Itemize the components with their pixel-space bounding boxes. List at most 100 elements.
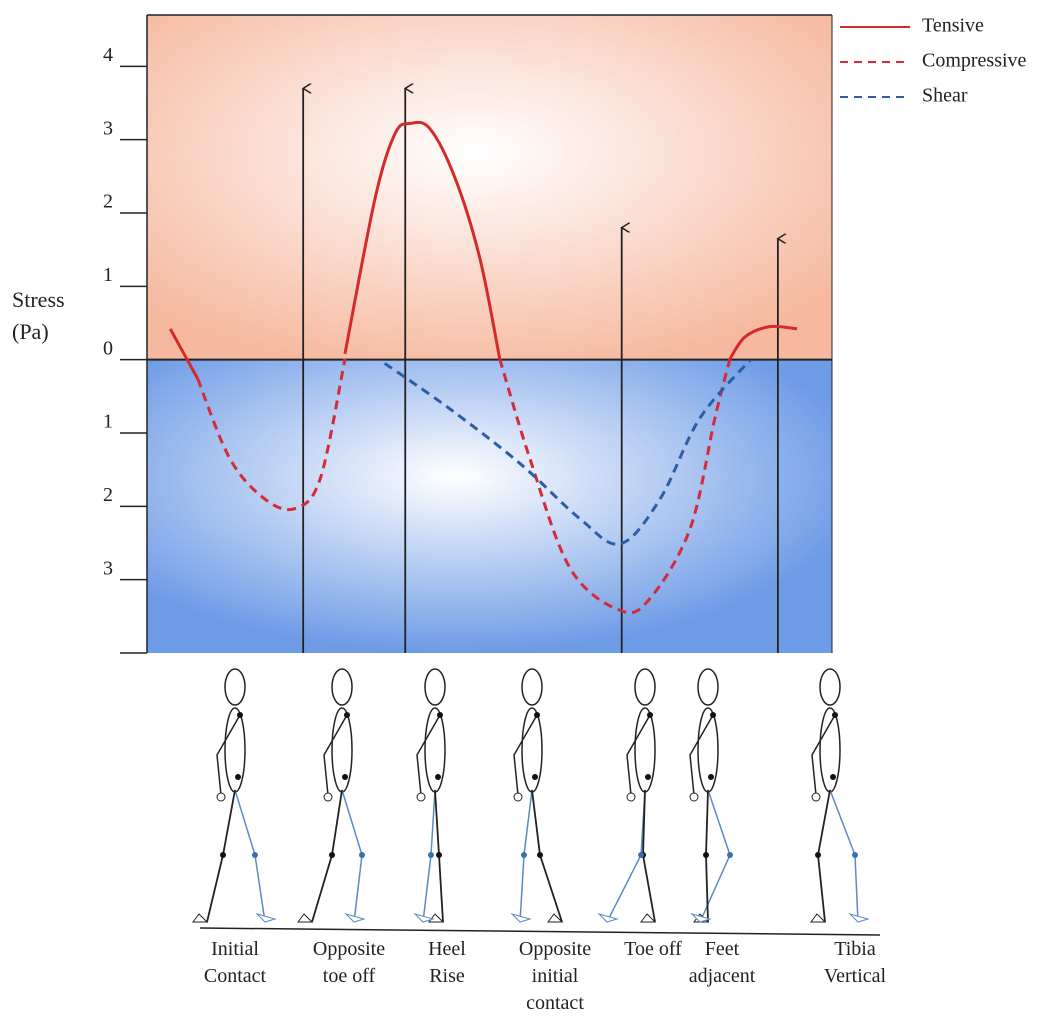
y-tick-label: 0 [103,337,113,359]
hand [626,792,636,802]
foot [690,913,712,923]
joint [237,712,243,718]
foot [297,913,314,923]
phase-label: Heel Rise [428,938,466,987]
back-leg [341,789,363,923]
joint [645,774,651,780]
arm [626,714,651,796]
arm [416,714,441,796]
joint [852,852,858,858]
arm [689,714,714,796]
hand [513,792,523,802]
foot [640,913,657,923]
foot [547,913,564,923]
joint [638,852,644,858]
joint [830,774,836,780]
head [224,668,246,706]
joint [235,774,241,780]
hand [689,792,699,802]
phase-label: Opposite toe off [312,938,386,987]
y-tick-label: 3 [103,117,113,139]
compressive-region [147,359,832,653]
foot [510,913,532,923]
torso [634,707,656,793]
joint [532,774,538,780]
y-tick-label: 3 [103,557,113,579]
joint [521,852,527,858]
legend-label: Compressive [922,50,1027,72]
torso [819,707,841,793]
joint [220,852,226,858]
ground [199,927,881,936]
foot [255,913,277,923]
y-tick-label: 2 [103,484,113,506]
foot [597,913,619,923]
front-leg [531,789,563,923]
joint [436,852,442,858]
joint [727,852,733,858]
joint [534,712,540,718]
hand [811,792,821,802]
joint [647,712,653,718]
joint [710,712,716,718]
foot [413,913,435,923]
torso [331,707,353,793]
joint [342,774,348,780]
legend-label: Tensive [922,15,984,37]
joint [537,852,543,858]
back-leg [234,789,266,923]
joint [832,712,838,718]
y-tick-label: 1 [103,411,113,433]
arm [811,714,836,796]
torso [697,707,719,793]
phase-label: Toe off [624,938,682,960]
joint [708,774,714,780]
joint [252,852,258,858]
head [331,668,353,706]
joint [428,852,434,858]
joint [344,712,350,718]
y-tick-label: 2 [103,191,113,213]
joint [329,852,335,858]
joint [435,774,441,780]
phase-label: Feet adjacent [688,938,756,987]
torso [424,707,446,793]
plot-background [146,14,833,653]
front-leg [311,789,343,923]
phase-label: Opposite initial contact [518,938,592,1014]
head [424,668,446,706]
arm [216,714,241,796]
phase-label: Tibia Vertical [823,938,887,987]
head [697,668,719,706]
joint [359,852,365,858]
foot [810,913,827,923]
series-line [196,358,732,615]
joint [437,712,443,718]
y-tick-label: 4 [103,44,113,66]
hand [323,792,333,802]
torso [521,707,543,793]
arm [513,714,538,796]
foot [848,913,870,923]
gait-figures [192,668,881,936]
head [819,668,841,706]
legend-label: Shear [922,85,968,107]
hand [416,792,426,802]
arm [323,714,348,796]
y-axis-label: Stress (Pa) [12,287,65,344]
head [634,668,656,706]
head [521,668,543,706]
phase-label: Initial Contact [203,938,267,987]
foot [192,913,209,923]
series-line [168,120,798,380]
hand [216,792,226,802]
torso [224,707,246,793]
y-tick-label: 1 [103,264,113,286]
plot: 3 2 1 0 1 2 3 4 Tensive Compressive Shear [103,15,1027,654]
foot [344,913,366,923]
joint [815,852,821,858]
joint [703,852,709,858]
foot [428,913,445,923]
